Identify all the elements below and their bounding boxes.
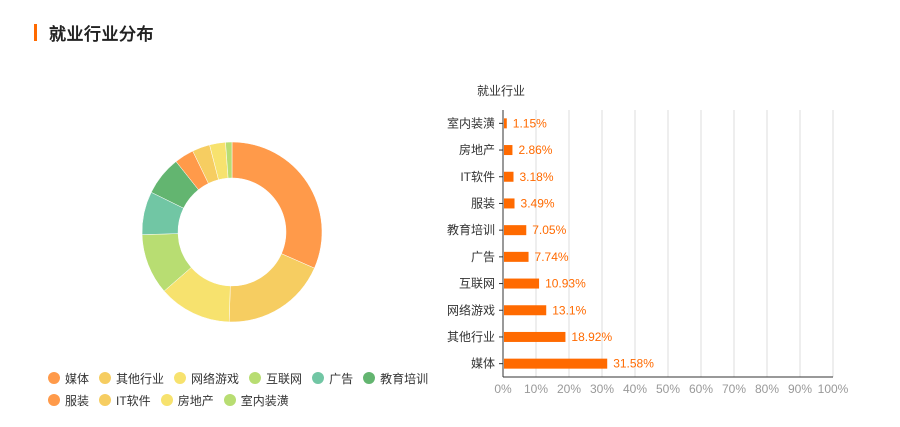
y-category-label: 广告	[471, 250, 495, 264]
x-tick-label: 30%	[590, 382, 614, 396]
donut-chart	[141, 141, 323, 323]
section-title: 就业行业分布	[49, 24, 154, 44]
legend-item[interactable]: 教育培训	[363, 370, 428, 387]
y-category-label: 媒体	[471, 357, 495, 371]
x-tick-label: 40%	[623, 382, 647, 396]
legend-row: 服装 IT软件 房地产 室内装潢	[48, 390, 448, 410]
legend-label: 室内装潢	[240, 393, 289, 408]
bar-value-label: 7.74%	[535, 250, 569, 264]
bar-item-0[interactable]	[504, 118, 507, 129]
bar-value-label: 1.15%	[513, 116, 547, 130]
bar-item-4[interactable]	[504, 225, 527, 236]
bar-item-5[interactable]	[504, 251, 529, 262]
x-tick-label: 100%	[818, 382, 849, 396]
donut-legend: 媒体 其他行业 网络游戏 互联网 广告 教育培训服装 IT软件 房地产 室内装潢	[48, 368, 448, 412]
y-category-label: 服装	[471, 196, 495, 210]
legend-label: 广告	[329, 371, 354, 386]
legend-color-dot-icon	[99, 372, 112, 384]
bar-value-label: 7.05%	[532, 223, 566, 237]
legend-color-dot-icon	[99, 394, 112, 406]
y-category-label: 网络游戏	[447, 302, 495, 317]
bar-value-label: 10.93%	[545, 277, 586, 291]
bar-chart-y-axis-label: 就业行业	[477, 84, 526, 98]
bar-chart: 0% 10% 20% 30% 40% 50% 60% 70% 80% 90% 100% 室内装潢 1.1…	[447, 110, 849, 396]
y-category-label: 互联网	[459, 277, 495, 291]
legend-color-dot-icon	[174, 372, 187, 384]
bar-item-9[interactable]	[504, 358, 608, 369]
legend-item[interactable]: 其他行业	[99, 370, 164, 387]
legend-label: 媒体	[65, 371, 90, 386]
x-tick-label: 10%	[524, 382, 548, 396]
legend-label: 其他行业	[116, 371, 165, 386]
legend-label: 网络游戏	[191, 371, 240, 386]
legend-label: 互联网	[266, 371, 303, 386]
legend-color-dot-icon	[223, 394, 236, 406]
x-tick-label: 90%	[788, 382, 812, 396]
bar-value-label: 31.58%	[613, 357, 654, 371]
bar-value-label: 13.1%	[552, 303, 586, 317]
donut-slice-item-1[interactable]	[228, 253, 315, 323]
legend-item[interactable]: 服装	[48, 392, 89, 409]
legend-label: 服装	[65, 393, 90, 408]
legend-item[interactable]: 网络游戏	[174, 370, 239, 387]
legend-item[interactable]: 房地产	[160, 392, 214, 409]
bar-item-7[interactable]	[504, 305, 547, 316]
x-tick-label: 70%	[722, 382, 746, 396]
x-tick-label: 50%	[656, 382, 680, 396]
legend-item[interactable]: 互联网	[249, 370, 302, 387]
legend-color-dot-icon	[249, 372, 262, 384]
bar-item-6[interactable]	[504, 278, 540, 289]
legend-label: IT软件	[116, 393, 151, 408]
legend-item[interactable]: 室内装潢	[223, 392, 289, 409]
legend-row: 媒体 其他行业 网络游戏 互联网 广告 教育培训	[48, 368, 448, 388]
bar-value-label: 2.86%	[518, 143, 552, 157]
title-accent-bar	[34, 23, 37, 41]
legend-label: 教育培训	[380, 371, 429, 386]
x-tick-label: 80%	[755, 382, 779, 396]
bar-value-label: 3.49%	[521, 196, 555, 210]
legend-color-dot-icon	[48, 394, 60, 406]
y-category-label: 房地产	[459, 142, 495, 157]
donut-slice-item-9[interactable]	[225, 141, 233, 179]
y-category-label: 其他行业	[447, 330, 495, 344]
section-header: 就业行业分布	[34, 20, 154, 44]
bar-item-1[interactable]	[504, 145, 513, 156]
y-category-label: 室内装潢	[447, 115, 495, 130]
y-category-label: IT软件	[460, 170, 495, 184]
legend-color-dot-icon	[48, 372, 60, 384]
legend-color-dot-icon	[160, 394, 173, 406]
donut-slice-item-0[interactable]	[231, 141, 323, 269]
legend-item[interactable]: 广告	[312, 370, 353, 387]
legend-label: 房地产	[177, 393, 214, 408]
x-tick-label: 0%	[494, 382, 512, 396]
legend-color-dot-icon	[363, 372, 376, 384]
legend-color-dot-icon	[312, 372, 325, 384]
bar-item-8[interactable]	[504, 331, 566, 342]
y-category-label: 教育培训	[447, 222, 495, 237]
bar-value-label: 3.18%	[519, 170, 553, 184]
bar-item-2[interactable]	[504, 171, 514, 182]
legend-item[interactable]: 媒体	[48, 370, 89, 387]
bar-item-3[interactable]	[504, 198, 515, 209]
legend-item[interactable]: IT软件	[99, 392, 151, 409]
bar-value-label: 18.92%	[571, 330, 612, 344]
x-tick-label: 20%	[557, 382, 581, 396]
x-tick-label: 60%	[689, 382, 713, 396]
